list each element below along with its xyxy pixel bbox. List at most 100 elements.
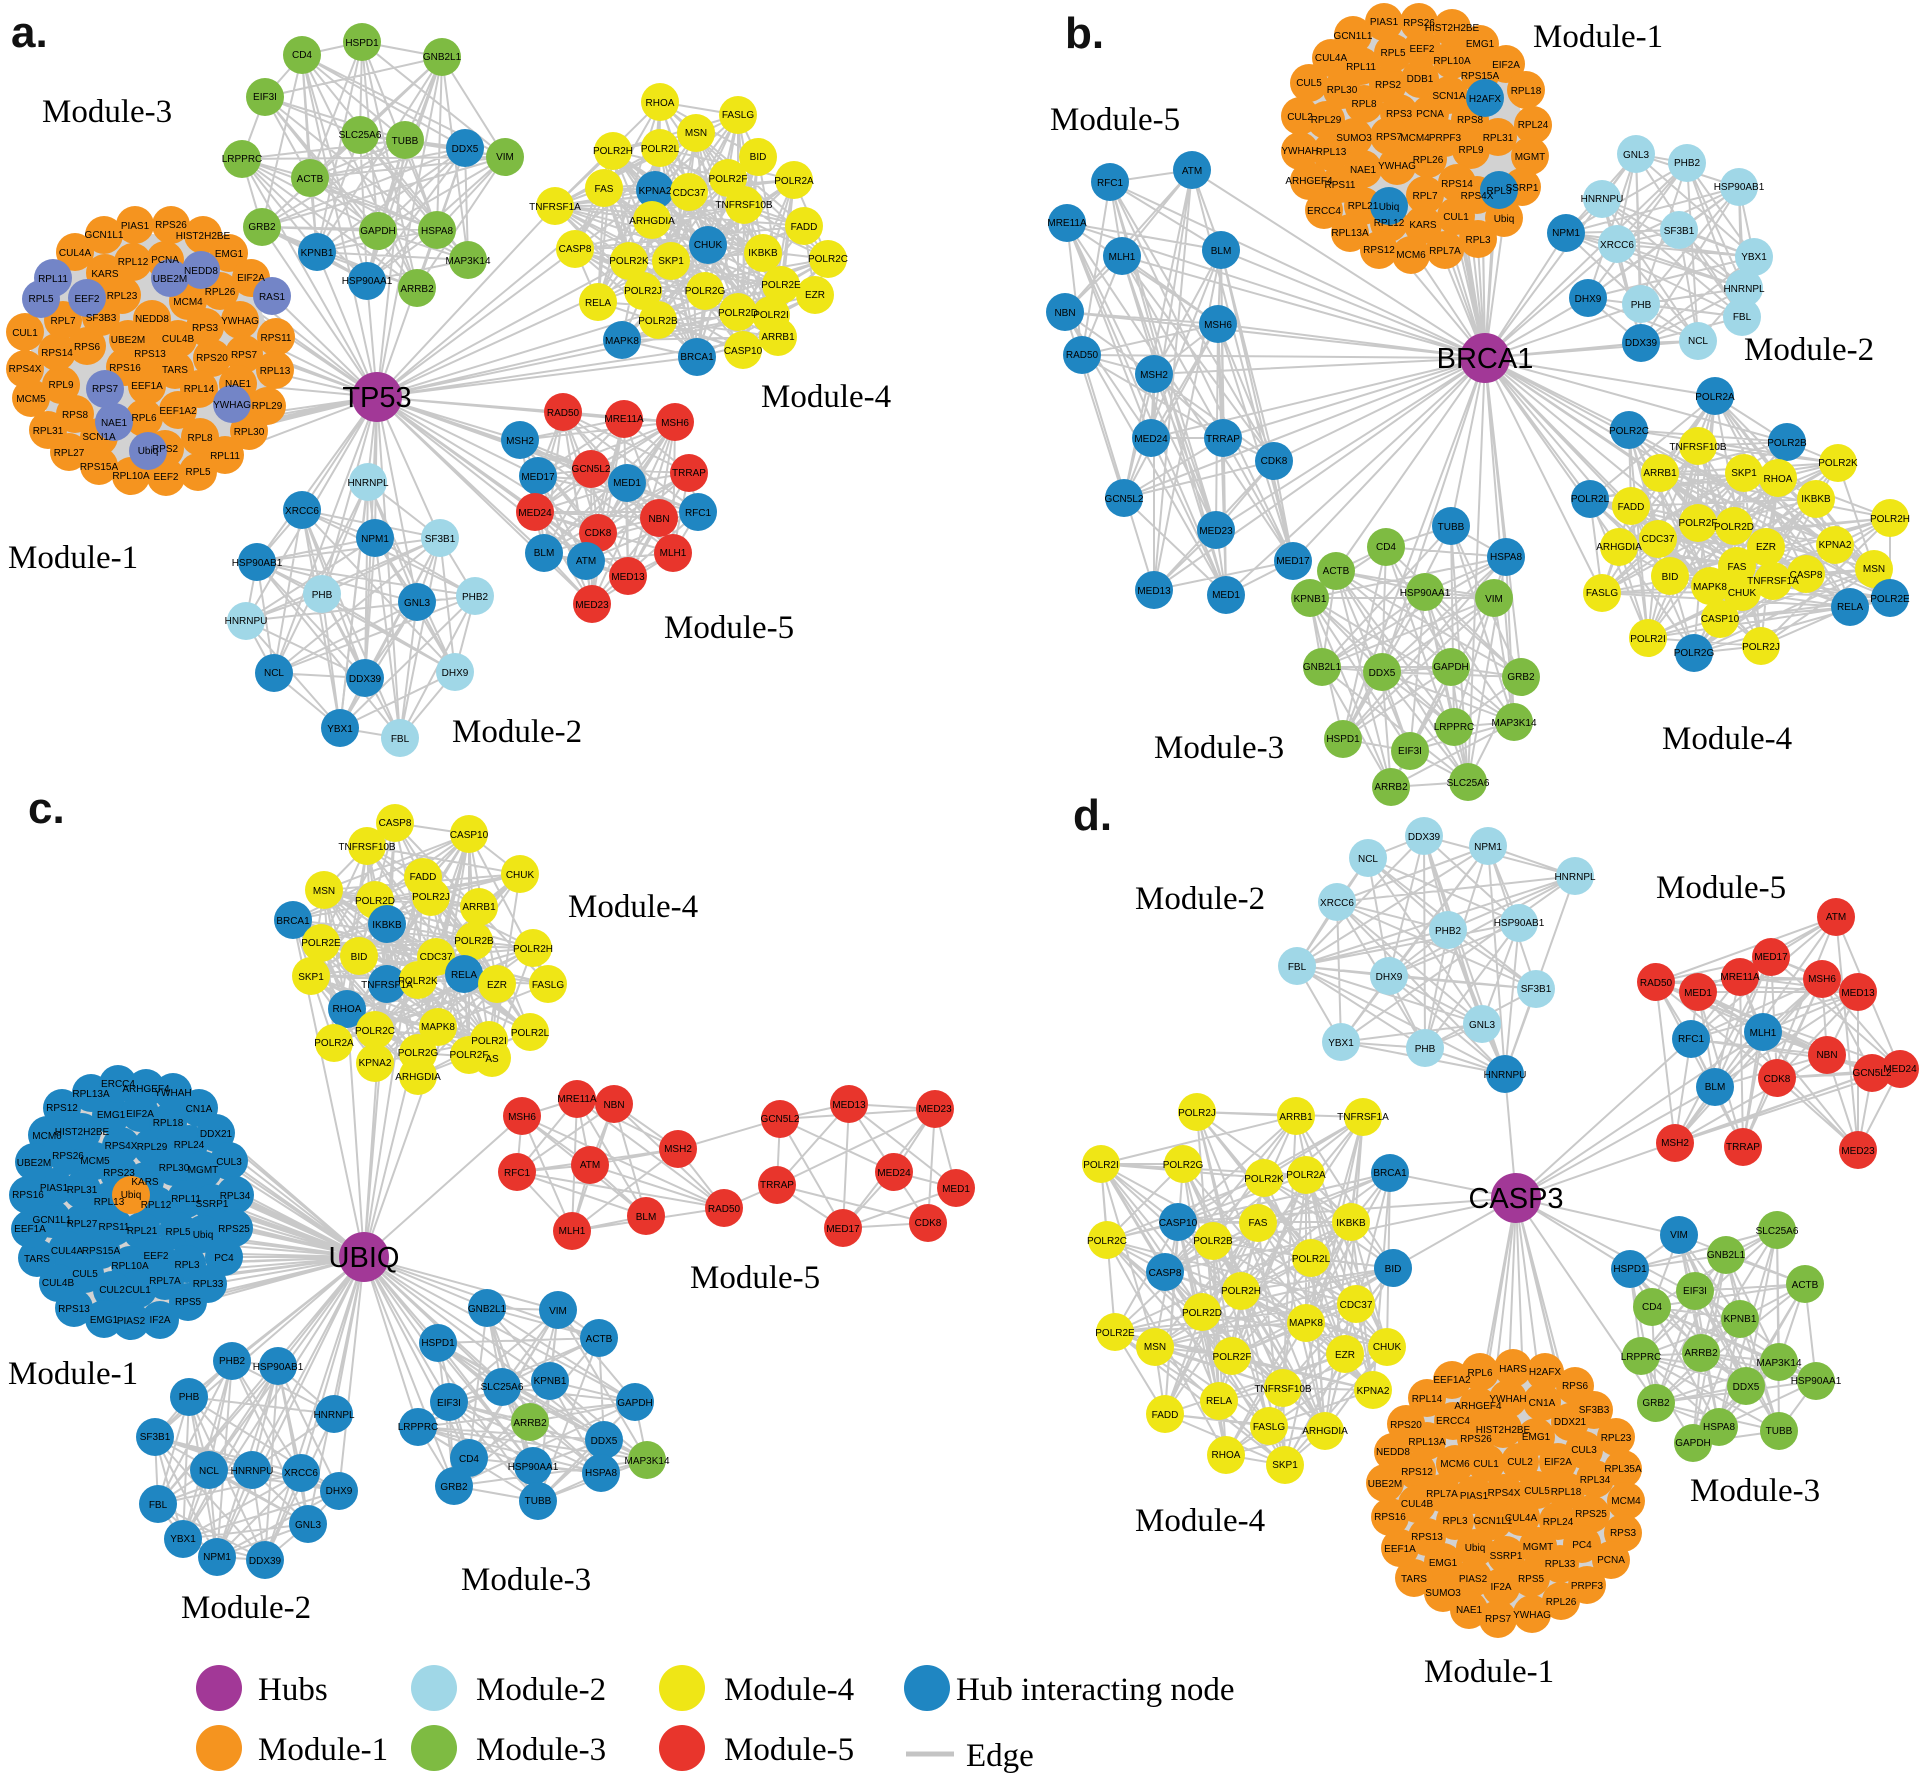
svg-text:CUL5: CUL5 (72, 1269, 98, 1280)
svg-text:ATM: ATM (580, 1160, 600, 1171)
svg-text:RPL30: RPL30 (1327, 85, 1358, 96)
svg-text:POLR2H: POLR2H (593, 146, 633, 157)
svg-text:POLR2G: POLR2G (1674, 648, 1715, 659)
svg-text:POLR2L: POLR2L (1571, 494, 1610, 505)
svg-text:RPS8: RPS8 (62, 410, 89, 421)
svg-text:VIM: VIM (549, 1306, 567, 1317)
svg-text:YBX1: YBX1 (1741, 252, 1767, 263)
svg-text:VIM: VIM (496, 152, 514, 163)
svg-text:GAPDH: GAPDH (617, 1398, 653, 1409)
svg-text:RHOA: RHOA (333, 1004, 362, 1015)
svg-text:POLR2E: POLR2E (1870, 594, 1910, 605)
svg-text:GAPDH: GAPDH (1433, 662, 1469, 673)
svg-text:GNB2L1: GNB2L1 (468, 1304, 507, 1315)
svg-text:MED13: MED13 (1841, 988, 1875, 999)
svg-text:RPL26: RPL26 (205, 287, 236, 298)
svg-text:CHUK: CHUK (1373, 1342, 1402, 1353)
svg-text:Module-1: Module-1 (8, 1356, 138, 1392)
svg-text:GRB2: GRB2 (1507, 672, 1535, 683)
svg-text:RPL7: RPL7 (1412, 191, 1437, 202)
svg-text:YWHAG: YWHAG (221, 316, 259, 327)
svg-text:CN1A: CN1A (1529, 1398, 1556, 1409)
svg-text:Module-1: Module-1 (1424, 1654, 1554, 1690)
svg-text:MCM5: MCM5 (16, 394, 46, 405)
svg-text:CUL5: CUL5 (1524, 1486, 1550, 1497)
svg-text:Module-5: Module-5 (724, 1732, 854, 1768)
svg-text:CUL3: CUL3 (216, 1157, 242, 1168)
svg-text:ACTB: ACTB (297, 174, 324, 185)
svg-text:RPL7A: RPL7A (1426, 1489, 1458, 1500)
svg-text:MAP3K14: MAP3K14 (624, 1456, 669, 1467)
svg-text:RAD50: RAD50 (1640, 978, 1673, 989)
svg-text:PIAS1: PIAS1 (1370, 17, 1399, 28)
svg-text:RPS15A: RPS15A (82, 1246, 121, 1257)
svg-text:POLR2A: POLR2A (774, 176, 814, 187)
svg-text:HSP90AA1: HSP90AA1 (508, 1462, 559, 1473)
svg-text:TRRAP: TRRAP (1206, 434, 1240, 445)
svg-text:Module-5: Module-5 (690, 1260, 820, 1296)
svg-text:IKBKB: IKBKB (372, 920, 402, 931)
svg-text:SUMO3: SUMO3 (1425, 1588, 1461, 1599)
svg-text:FASLG: FASLG (1253, 1422, 1285, 1433)
svg-text:MLH1: MLH1 (559, 1226, 586, 1237)
svg-text:RPS23: RPS23 (103, 1168, 135, 1179)
svg-text:CUL2: CUL2 (1287, 112, 1313, 123)
svg-text:MED23: MED23 (1841, 1146, 1875, 1157)
svg-text:FAS: FAS (1728, 562, 1747, 573)
svg-text:MRE11A: MRE11A (557, 1094, 597, 1105)
svg-text:ARRB1: ARRB1 (462, 902, 496, 913)
svg-text:ARRB1: ARRB1 (1279, 1112, 1313, 1123)
svg-text:RPL18: RPL18 (1511, 86, 1542, 97)
svg-text:GCN5L2: GCN5L2 (572, 464, 611, 475)
svg-text:DDX39: DDX39 (1625, 338, 1658, 349)
svg-text:CUL1: CUL1 (12, 328, 38, 339)
svg-text:CUL2: CUL2 (1507, 1457, 1533, 1468)
svg-text:RFC1: RFC1 (1097, 178, 1124, 189)
svg-text:TUBB: TUBB (525, 1496, 552, 1507)
svg-text:TNFRSF1A: TNFRSF1A (1747, 576, 1799, 587)
svg-text:Module-1: Module-1 (258, 1732, 388, 1768)
svg-text:TUBB: TUBB (392, 136, 419, 147)
svg-text:Ubiq: Ubiq (1465, 1543, 1486, 1554)
svg-text:PHB2: PHB2 (462, 592, 489, 603)
svg-text:TNFRSF1A: TNFRSF1A (361, 980, 413, 991)
svg-text:HSP90AB1: HSP90AB1 (1714, 182, 1765, 193)
svg-text:POLR2G: POLR2G (398, 1048, 439, 1059)
svg-text:RELA: RELA (585, 298, 611, 309)
svg-text:RPL9: RPL9 (48, 380, 73, 391)
svg-text:MED17: MED17 (521, 472, 555, 483)
svg-text:VIM: VIM (1670, 1230, 1688, 1241)
svg-text:RPL18: RPL18 (1551, 1487, 1582, 1498)
svg-text:RPL5: RPL5 (185, 467, 210, 478)
svg-text:RPS7: RPS7 (1376, 132, 1403, 143)
svg-text:MLH1: MLH1 (1750, 1028, 1777, 1039)
svg-text:Module-3: Module-3 (476, 1732, 606, 1768)
svg-text:RELA: RELA (1837, 602, 1863, 613)
svg-text:CUL4A: CUL4A (59, 248, 92, 259)
svg-text:TNFRSF1A: TNFRSF1A (1337, 1112, 1389, 1123)
svg-text:RPS20: RPS20 (196, 353, 228, 364)
svg-text:KPNA2: KPNA2 (639, 186, 672, 197)
svg-text:HSP90AA1: HSP90AA1 (342, 276, 393, 287)
svg-text:SLC25A6: SLC25A6 (1447, 778, 1490, 789)
svg-text:DHX9: DHX9 (1575, 294, 1602, 305)
svg-text:MED24: MED24 (1883, 1064, 1917, 1075)
svg-text:POLR2H: POLR2H (1221, 1286, 1261, 1297)
svg-text:FBL: FBL (1733, 312, 1752, 323)
svg-text:EMG1: EMG1 (1522, 1432, 1551, 1443)
svg-text:MRE11A: MRE11A (604, 414, 644, 425)
svg-text:DDX5: DDX5 (1369, 668, 1396, 679)
svg-text:CASP10: CASP10 (724, 346, 763, 357)
svg-text:POLR2B: POLR2B (1193, 1236, 1233, 1247)
svg-text:RPL21: RPL21 (1348, 201, 1379, 212)
svg-text:PCNA: PCNA (151, 255, 179, 266)
svg-text:SKP1: SKP1 (658, 256, 684, 267)
svg-text:MSH2: MSH2 (1661, 1138, 1689, 1149)
svg-text:BLM: BLM (1211, 246, 1232, 257)
svg-text:GNB2L1: GNB2L1 (1707, 1250, 1746, 1261)
svg-text:POLR2J: POLR2J (1742, 642, 1780, 653)
svg-text:RPS15A: RPS15A (1461, 71, 1500, 82)
svg-text:HNRNPU: HNRNPU (1581, 194, 1624, 205)
svg-text:CUL1: CUL1 (125, 1285, 151, 1296)
svg-text:POLR2E: POLR2E (1095, 1328, 1135, 1339)
